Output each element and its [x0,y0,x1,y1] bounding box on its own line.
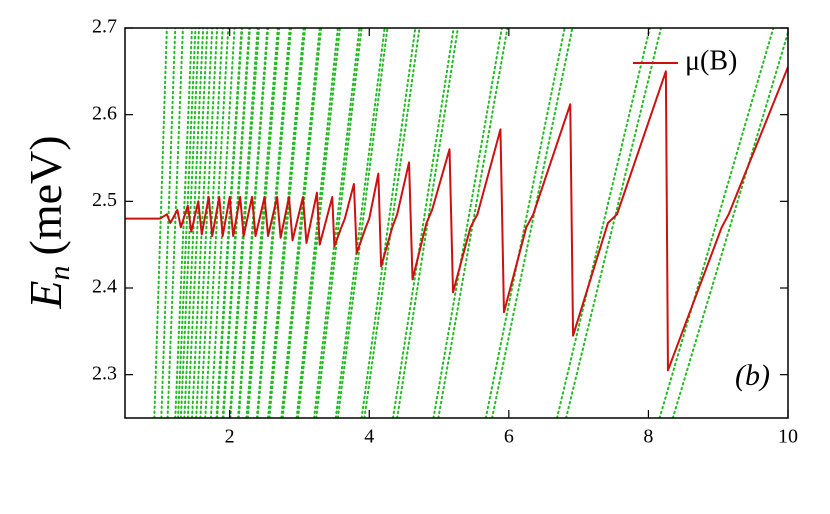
landau-level [267,28,305,418]
plot-area [125,28,788,418]
landau-level [671,29,788,418]
landau-level [256,28,293,418]
landau-level [160,28,177,418]
x-tick-label: 8 [643,426,653,448]
landau-level [204,28,230,418]
y-label-unit: (meV) [20,135,71,255]
landau-level [209,28,236,418]
y-label-subscript: n [43,265,76,280]
plot-frame [124,27,789,419]
y-axis-label: En (meV) [20,135,76,309]
landau-level [229,28,260,418]
landau-level [246,28,281,418]
landau-level [268,28,307,418]
y-tick-label: 2.5 [92,189,117,211]
x-tick-label: 6 [504,426,514,448]
landau-level [280,28,321,418]
landau-level [191,28,214,418]
y-label-symbol: E [20,280,71,309]
landau-level [360,28,417,418]
landau-level [391,28,455,418]
landau-level [166,28,184,418]
landau-level [437,28,509,418]
landau-level [432,28,503,418]
legend-label: μ(B) [685,45,737,76]
landau-level [195,28,219,418]
landau-level [336,28,389,418]
landau-level [313,28,361,418]
y-tick-label: 2.6 [92,102,117,124]
landau-level [216,28,244,418]
x-tick-label: 4 [364,426,374,448]
landau-level [186,28,209,418]
landau-level [334,28,386,418]
landau-level [174,28,193,418]
landau-level [315,28,363,418]
annotation: (b) [735,359,770,392]
landau-level [556,28,651,418]
landau-level [281,28,323,418]
landau-level [484,28,566,418]
y-tick-label: 2.4 [92,276,117,298]
landau-level [491,28,574,418]
landau-level [363,28,421,418]
y-tick-label: 2.3 [92,362,117,384]
series-line [125,66,788,372]
landau-level [245,28,279,418]
y-tick-label: 2.7 [92,16,117,38]
landau-level [295,28,339,418]
landau-level [153,28,168,418]
landau-level [565,28,662,418]
x-tick-label: 10 [778,426,798,448]
landau-level [222,28,251,418]
landau-level [177,28,197,418]
x-tick-label: 2 [225,426,235,448]
